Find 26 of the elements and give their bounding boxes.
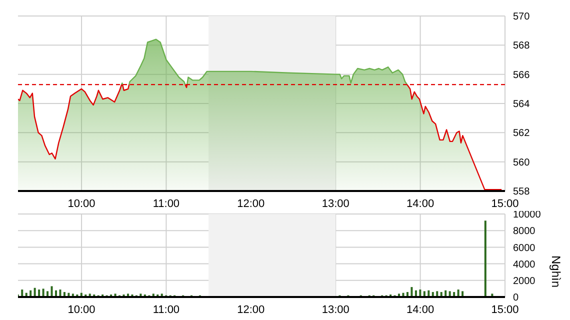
x-tick-label: 12:00 [237, 304, 265, 316]
y-tick-label: 2000 [513, 276, 536, 287]
x-tick-label: 11:00 [152, 198, 180, 210]
x-tick-label: 10:00 [68, 198, 96, 210]
y-tick-label: 566 [513, 70, 530, 81]
y-axis-title: Nghìn [548, 256, 563, 288]
x-tick-label: 14:00 [406, 198, 434, 210]
x-tick-label: 15:00 [491, 304, 519, 316]
y-tick-label: 568 [513, 40, 530, 52]
x-tick-label: 10:00 [68, 304, 96, 316]
y-tick-label: 6000 [513, 242, 536, 254]
y-tick-label: 564 [513, 99, 530, 110]
x-tick-label: 13:00 [322, 304, 350, 316]
x-tick-label: 13:00 [322, 198, 350, 210]
y-tick-label: 0 [513, 292, 519, 304]
y-tick-label: 10000 [513, 210, 542, 221]
y-tick-label: 560 [513, 157, 530, 168]
y-tick-label: 558 [513, 186, 530, 198]
x-tick-label: 14:00 [406, 304, 434, 316]
x-tick-label: 12:00 [237, 198, 265, 210]
y-tick-label: 8000 [513, 226, 536, 238]
x-tick-label: 11:00 [152, 304, 180, 316]
y-tick-label: 570 [513, 12, 530, 23]
y-tick-label: 562 [513, 128, 530, 140]
y-tick-label: 4000 [513, 259, 536, 270]
x-tick-label: 15:00 [491, 198, 519, 210]
